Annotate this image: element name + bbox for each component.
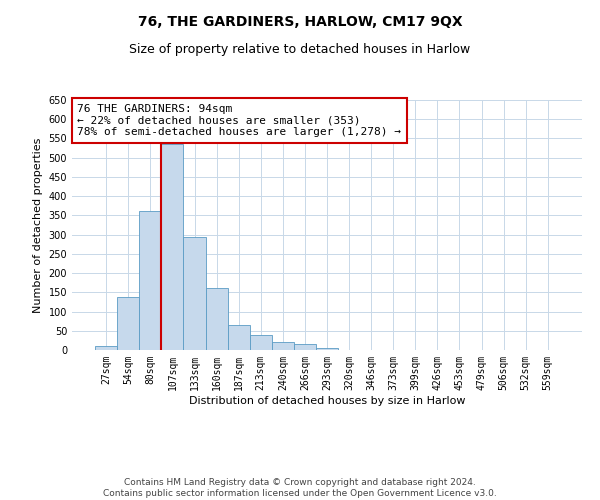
Bar <box>316 348 338 350</box>
X-axis label: Distribution of detached houses by size in Harlow: Distribution of detached houses by size … <box>189 396 465 406</box>
Text: Contains HM Land Registry data © Crown copyright and database right 2024.
Contai: Contains HM Land Registry data © Crown c… <box>103 478 497 498</box>
Bar <box>206 288 227 350</box>
Bar <box>294 344 316 350</box>
Bar <box>117 298 139 350</box>
Y-axis label: Number of detached properties: Number of detached properties <box>33 138 43 312</box>
Bar <box>184 238 206 350</box>
Bar <box>139 211 161 350</box>
Bar <box>95 346 117 350</box>
Text: Size of property relative to detached houses in Harlow: Size of property relative to detached ho… <box>130 42 470 56</box>
Text: 76, THE GARDINERS, HARLOW, CM17 9QX: 76, THE GARDINERS, HARLOW, CM17 9QX <box>137 15 463 29</box>
Bar <box>161 144 184 350</box>
Bar <box>227 325 250 350</box>
Bar <box>272 342 294 350</box>
Text: 76 THE GARDINERS: 94sqm
← 22% of detached houses are smaller (353)
78% of semi-d: 76 THE GARDINERS: 94sqm ← 22% of detache… <box>77 104 401 137</box>
Bar <box>250 334 272 350</box>
